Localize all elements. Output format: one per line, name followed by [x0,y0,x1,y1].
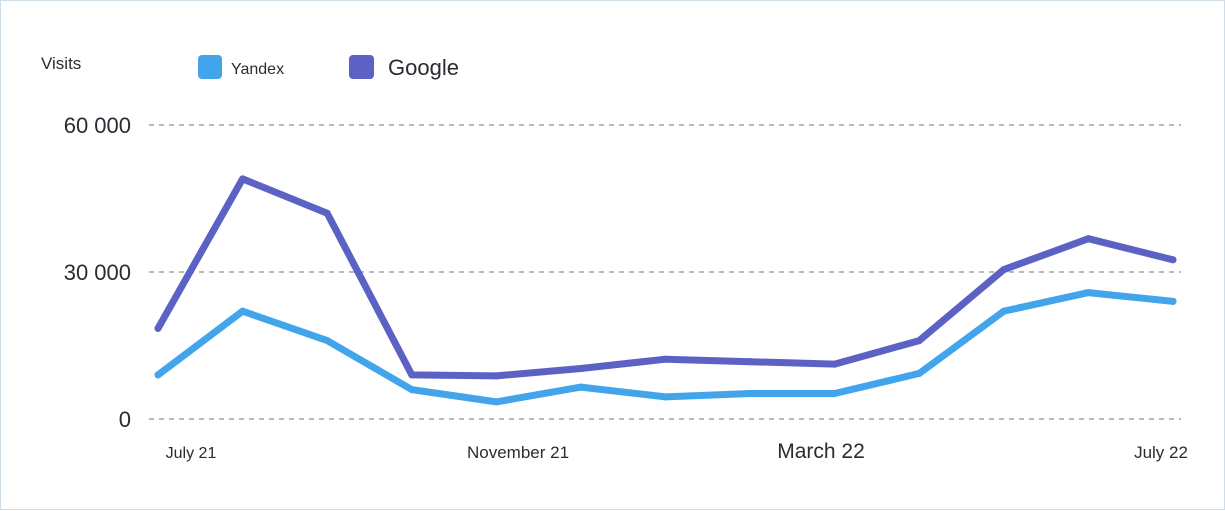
y-tick-label: 30 000 [64,260,131,285]
x-tick-label: March 22 [777,440,865,463]
data-point-yandex[interactable] [662,393,669,401]
data-point-yandex[interactable] [408,386,416,394]
y-tick-label: 0 [119,407,131,432]
series-line-yandex[interactable] [154,289,1177,406]
data-point-google[interactable] [239,175,247,183]
data-point-yandex[interactable] [1084,289,1092,297]
y-tick-label: 60 000 [64,113,131,138]
legend-swatch-yandex [198,55,222,79]
series-lines [154,175,1177,406]
data-point-yandex[interactable] [239,307,247,315]
x-tick-label: July 21 [166,445,217,462]
data-point-google[interactable] [746,358,754,366]
data-point-google[interactable] [915,337,923,345]
x-tick-label: July 22 [1134,443,1188,462]
data-point-yandex[interactable] [154,371,162,379]
data-point-yandex[interactable] [492,398,500,406]
legend-label-yandex: Yandex [231,61,284,78]
data-point-google[interactable] [831,360,839,368]
legend-item-yandex[interactable]: Yandex [198,55,284,79]
data-point-google[interactable] [323,209,331,217]
data-point-google[interactable] [662,355,669,363]
data-point-google[interactable] [1084,235,1092,243]
data-point-yandex[interactable] [577,383,585,391]
data-point-google[interactable] [1169,256,1177,264]
legend: Yandex Google [198,55,459,80]
y-axis-label: Visits [41,54,81,73]
x-axis-ticks: July 21 November 21 March 22 July 22 [166,440,1188,463]
data-point-google[interactable] [492,372,500,380]
data-point-yandex[interactable] [1169,297,1177,305]
data-point-yandex[interactable] [831,390,839,398]
legend-label-google: Google [388,55,459,80]
data-point-yandex[interactable] [1000,307,1008,315]
data-point-google[interactable] [408,371,416,379]
y-axis-ticks: 0 30 000 60 000 [64,113,131,432]
series-line-google[interactable] [154,175,1177,380]
data-point-google[interactable] [1000,266,1008,274]
data-point-yandex[interactable] [915,369,923,377]
x-tick-label: November 21 [467,443,569,462]
legend-swatch-google [349,55,374,79]
data-point-google[interactable] [577,365,585,373]
data-point-yandex[interactable] [746,390,754,398]
grid-lines [149,124,1181,420]
data-point-yandex[interactable] [323,337,331,345]
legend-item-google[interactable]: Google [349,55,459,80]
data-point-google[interactable] [154,324,162,332]
